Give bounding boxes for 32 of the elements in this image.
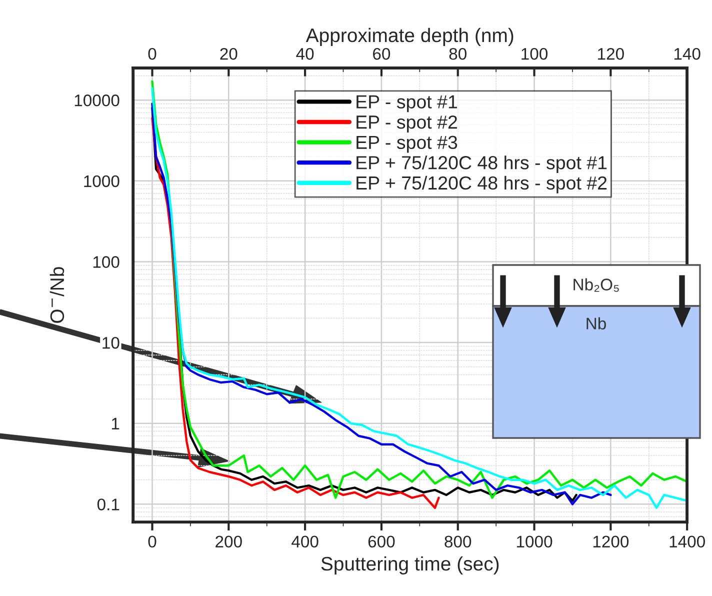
legend-label: EP + 75/120C 48 hrs - spot #2 <box>356 176 607 194</box>
y-tick-label: 100 <box>93 256 120 268</box>
x-tick-label: 0 <box>148 536 156 548</box>
x2-tick-label: 80 <box>449 48 466 60</box>
x2-tick-label: 20 <box>220 48 238 60</box>
y-tick-label: 0.1 <box>97 498 120 510</box>
x2-tick-label: 120 <box>598 48 624 60</box>
x-tick-label: 1200 <box>593 536 629 548</box>
annotation: Nb₂O₅ <box>574 278 619 292</box>
x-tick-label: 200 <box>216 536 242 548</box>
x2-tick-label: 40 <box>296 48 314 60</box>
legend-label: EP - spot #3 <box>356 136 458 153</box>
x-tick-label: 800 <box>444 536 472 548</box>
y-tick-label: 10 <box>102 336 120 349</box>
legend-label: EP + 75/120C 48 hrs - spot #1 <box>356 156 607 174</box>
x-tick-label: 1400 <box>670 536 705 548</box>
y-tick-label: 10000 <box>74 94 120 106</box>
y-tick-label: 1 <box>112 418 120 430</box>
x-axis-title: Sputtering time (sec) <box>321 556 499 575</box>
y-axis-title: O$^{−}$/Nb <box>50 267 64 323</box>
x2-tick-label: 0 <box>148 48 156 60</box>
y-tick-label: 1000 <box>84 175 120 188</box>
annotation: Nb <box>586 317 606 330</box>
x2-tick-label: 60 <box>373 48 390 60</box>
x2-tick-label: 140 <box>674 48 700 60</box>
legend-label: EP - spot #1 <box>356 95 458 112</box>
x2-tick-label: 100 <box>522 48 548 60</box>
legend-label: EP - spot #2 <box>356 115 457 132</box>
x-tick-label: 1000 <box>517 536 552 548</box>
x2-axis-title: Approximate depth (nm) <box>306 28 514 46</box>
x-tick-label: 600 <box>368 536 395 548</box>
x-tick-label: 400 <box>292 536 318 548</box>
